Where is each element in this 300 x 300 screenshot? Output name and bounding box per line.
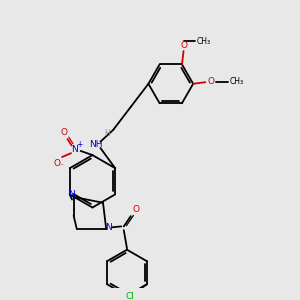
Text: O: O xyxy=(53,159,60,168)
Text: CH₃: CH₃ xyxy=(196,37,211,46)
Text: O: O xyxy=(181,41,188,50)
Text: N: N xyxy=(105,223,112,232)
Text: H: H xyxy=(104,128,110,137)
Text: O: O xyxy=(207,77,214,86)
Text: NH: NH xyxy=(89,140,102,149)
Text: N: N xyxy=(68,190,74,199)
Text: Cl: Cl xyxy=(126,292,135,300)
Text: O: O xyxy=(60,128,67,136)
Text: CH₃: CH₃ xyxy=(229,77,243,86)
Text: O: O xyxy=(132,205,140,214)
Text: N: N xyxy=(71,145,78,154)
Text: +: + xyxy=(76,140,83,149)
Text: ⁻: ⁻ xyxy=(59,161,64,170)
